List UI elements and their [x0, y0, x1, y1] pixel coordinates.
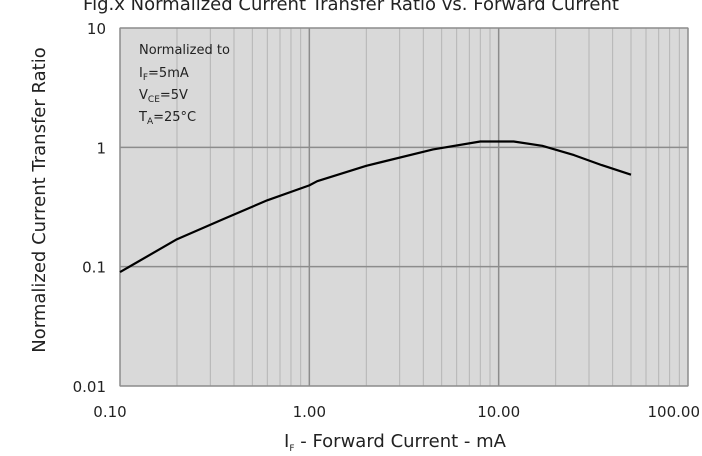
annotation-vce-value: =5V — [160, 88, 188, 103]
x-axis-label-subscript: F — [289, 444, 294, 454]
y-axis-label: Normalized Current Transfer Ratio — [29, 47, 50, 352]
annotation-vce: VCE=5V — [139, 88, 188, 105]
annotation-ta-subscript: A — [147, 117, 154, 127]
annotation-if: IF=5mA — [139, 66, 189, 83]
x-tick-label: 10.00 — [477, 403, 520, 421]
y-tick-label: 0.1 — [82, 259, 106, 277]
annotation-normalized-to: Normalized to — [139, 43, 230, 58]
annotation-ta: TA=25°C — [138, 110, 196, 127]
y-tick-label: 0.01 — [73, 378, 106, 396]
x-axis-label: IF - Forward Current - mA — [284, 431, 507, 454]
conditions-annotation: Normalized to IF=5mA VCE=5V TA=25°C — [138, 43, 230, 127]
annotation-vce-subscript: CE — [148, 95, 160, 105]
annotation-if-value: =5mA — [148, 66, 189, 81]
series-line-0 — [119, 140, 632, 274]
tick-labels: 0.10 1.00 10.00 100.00 0.01 0.1 1 10 — [73, 20, 700, 421]
y-tick-label: 1 — [96, 139, 106, 157]
x-axis-label-symbol: I — [284, 431, 289, 452]
series-layer — [119, 140, 632, 274]
x-tick-label: 0.10 — [93, 403, 126, 421]
annotation-ta-value: =25°C — [153, 110, 196, 125]
grid — [119, 27, 689, 387]
y-tick-label: 10 — [87, 20, 106, 38]
x-tick-label: 100.00 — [648, 403, 701, 421]
annotation-ta-symbol: T — [138, 110, 147, 125]
chart-title: Fig.x Normalized Current Transfer Ratio … — [83, 0, 619, 15]
annotation-if-subscript: F — [143, 73, 148, 83]
plot-area — [119, 27, 689, 387]
annotation-vce-symbol: V — [139, 88, 148, 103]
x-tick-label: 1.00 — [293, 403, 326, 421]
x-axis-label-text: - Forward Current - mA — [295, 431, 507, 452]
annotation-if-symbol: I — [139, 66, 143, 81]
